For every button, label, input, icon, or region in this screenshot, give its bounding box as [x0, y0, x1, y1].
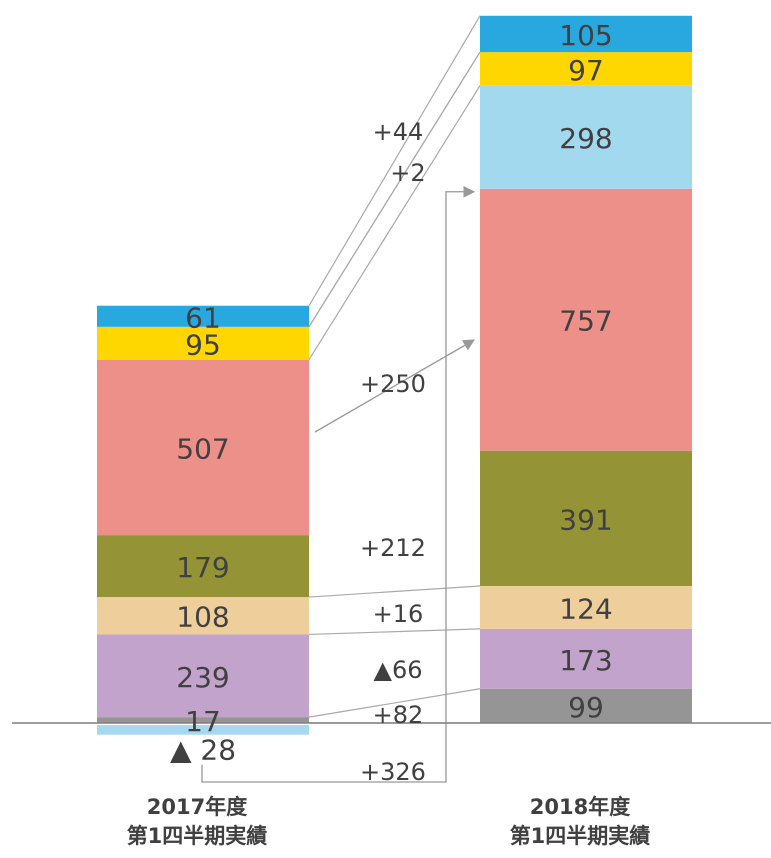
connector-line-top-s0 — [308, 15, 481, 307]
segment-label-s5-1: 124 — [559, 592, 612, 625]
connector-line-s4 — [308, 585, 481, 598]
category-label-0-line-0: 2017年度 — [147, 795, 247, 819]
change-label-s1: +2 — [390, 159, 425, 187]
bar-segment-s4-0 — [97, 535, 309, 598]
segment-label-s4-1: 391 — [559, 503, 612, 536]
segment-label-s5-0: 108 — [176, 601, 229, 634]
bar-stacks — [97, 15, 692, 735]
change-label-s8: +326 — [360, 758, 426, 786]
connector-line-top-s1 — [308, 51, 481, 328]
category-label-1-line-1: 第1四半期実績 — [510, 824, 651, 848]
segment-label-s3-0: 507 — [176, 432, 229, 465]
segment-label-s0-0: 61 — [185, 301, 221, 334]
bar-segment-s7-1 — [480, 688, 692, 723]
segment-label-s7-1: 99 — [568, 691, 604, 724]
bar-segment-s2-1 — [480, 85, 692, 189]
connector-line-s1 — [308, 85, 481, 361]
segment-label-s6-1: 173 — [559, 644, 612, 677]
bar-segment-s0-0 — [97, 305, 309, 327]
bar-segment-s1-1 — [480, 52, 692, 86]
bar-segment-s3-0 — [97, 359, 309, 536]
connector-arrow-s3 — [314, 339, 476, 433]
change-label-s5: +16 — [373, 600, 424, 628]
bar-segment-s1-0 — [97, 326, 309, 360]
bar-segment-s7-0 — [97, 717, 309, 723]
segment-label-s0-1: 105 — [559, 19, 612, 52]
segment-label-s7-0: 17 — [185, 705, 221, 738]
bar-segment-s3-1 — [480, 188, 692, 451]
change-label-s0: +44 — [373, 118, 424, 146]
category-label-1-line-0: 2018年度 — [530, 795, 630, 819]
connector-line-s5 — [308, 628, 481, 636]
segment-label-s8-0: ▲ 28 — [170, 734, 236, 767]
segment-label-s2-1: 298 — [559, 122, 612, 155]
segment-label-s6-0: 239 — [176, 661, 229, 694]
segment-label-s4-0: 179 — [176, 551, 229, 584]
bar-segment-s6-1 — [480, 628, 692, 689]
connector-line-s6 — [308, 688, 481, 718]
bar-segment-s8-0 — [97, 725, 309, 735]
bar-segment-s4-1 — [480, 450, 692, 586]
bar-segment-s5-0 — [97, 597, 309, 635]
change-label-s3: +250 — [360, 370, 426, 398]
connector-arrow-s8 — [201, 185, 476, 783]
change-connectors — [201, 15, 481, 783]
bar-segment-s5-1 — [480, 585, 692, 629]
change-label-s4: +212 — [360, 534, 426, 562]
bar-segment-s6-0 — [97, 634, 309, 718]
change-labels: +44 +2 +250 +212 +16 ▲66 +82 +326 — [360, 118, 426, 786]
change-label-s7: +82 — [373, 701, 424, 729]
change-label-s6: ▲66 — [374, 656, 423, 684]
category-label-0-line-1: 第1四半期実績 — [127, 824, 268, 848]
segment-label-s3-1: 757 — [559, 305, 612, 338]
bar-segment-s0-1 — [480, 15, 692, 53]
segment-label-s1-1: 97 — [568, 54, 604, 87]
segment-label-s1-0: 95 — [185, 328, 221, 361]
